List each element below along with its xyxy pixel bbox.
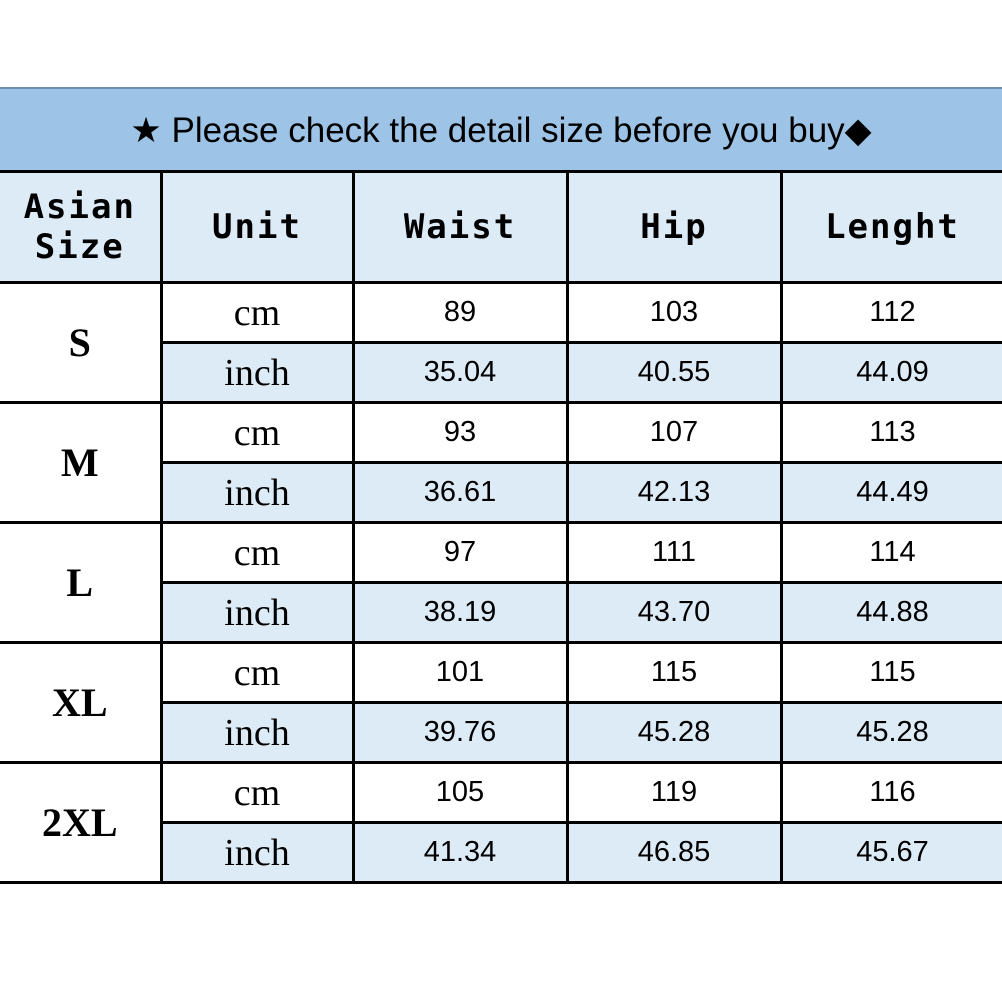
length-cell: 45.67 xyxy=(779,821,1002,884)
size-label: M xyxy=(0,401,163,524)
length-cell: 44.09 xyxy=(779,341,1002,404)
hip-cell: 119 xyxy=(565,761,783,824)
length-cell: 112 xyxy=(779,281,1002,344)
waist-cell: 35.04 xyxy=(351,341,569,404)
hip-cell: 40.55 xyxy=(565,341,783,404)
waist-cell: 36.61 xyxy=(351,461,569,524)
length-cell: 113 xyxy=(779,401,1002,464)
size-label: S xyxy=(0,281,163,404)
unit-cell: inch xyxy=(161,821,355,884)
table-row-2xl-cm: 2XL cm 105 119 116 xyxy=(0,761,1002,884)
length-cell: 114 xyxy=(779,521,1002,584)
unit-cell: cm xyxy=(159,521,355,584)
hip-cell: 43.70 xyxy=(565,581,783,644)
header-length: Lenght xyxy=(779,170,1002,284)
hip-cell: 107 xyxy=(565,401,783,464)
hip-cell: 111 xyxy=(565,521,783,584)
header-asian-size: Asian Size xyxy=(0,170,163,284)
size-label: L xyxy=(0,521,163,644)
header-unit: Unit xyxy=(159,170,355,284)
hip-cell: 115 xyxy=(565,641,783,704)
waist-cell: 93 xyxy=(351,401,569,464)
unit-cell: cm xyxy=(159,281,355,344)
hip-cell: 46.85 xyxy=(565,821,783,884)
table-row-xl-cm: XL cm 101 115 115 xyxy=(0,641,1002,764)
table-row-l-inch: inch 38.19 43.70 44.88 xyxy=(0,581,1002,644)
unit-cell: inch xyxy=(161,461,355,524)
hip-cell: 45.28 xyxy=(565,701,783,764)
length-cell: 44.88 xyxy=(779,581,1002,644)
waist-cell: 89 xyxy=(351,281,569,344)
waist-cell: 38.19 xyxy=(351,581,569,644)
size-label: 2XL xyxy=(0,761,163,884)
size-chart-title: ★ Please check the detail size before yo… xyxy=(0,87,1002,172)
waist-cell: 39.76 xyxy=(351,701,569,764)
length-cell: 45.28 xyxy=(779,701,1002,764)
header-waist: Waist xyxy=(351,170,569,284)
length-cell: 116 xyxy=(779,761,1002,824)
table-row-xl-inch: inch 39.76 45.28 45.28 xyxy=(0,701,1002,764)
length-cell: 44.49 xyxy=(779,461,1002,524)
hip-cell: 42.13 xyxy=(565,461,783,524)
header-row: Asian Size Unit Waist Hip Lenght xyxy=(0,170,1002,284)
waist-cell: 105 xyxy=(351,761,569,824)
header-hip: Hip xyxy=(565,170,783,284)
size-label: XL xyxy=(0,641,163,764)
unit-cell: cm xyxy=(159,641,355,704)
unit-cell: inch xyxy=(161,341,355,404)
hip-cell: 103 xyxy=(565,281,783,344)
unit-cell: cm xyxy=(159,401,355,464)
unit-cell: cm xyxy=(159,761,355,824)
unit-cell: inch xyxy=(161,581,355,644)
table-row-m-inch: inch 36.61 42.13 44.49 xyxy=(0,461,1002,524)
table-row-2xl-inch: inch 41.34 46.85 45.67 xyxy=(0,821,1002,884)
unit-cell: inch xyxy=(161,701,355,764)
waist-cell: 97 xyxy=(351,521,569,584)
waist-cell: 101 xyxy=(351,641,569,704)
waist-cell: 41.34 xyxy=(351,821,569,884)
length-cell: 115 xyxy=(779,641,1002,704)
table-row-s-inch: inch 35.04 40.55 44.09 xyxy=(0,341,1002,404)
